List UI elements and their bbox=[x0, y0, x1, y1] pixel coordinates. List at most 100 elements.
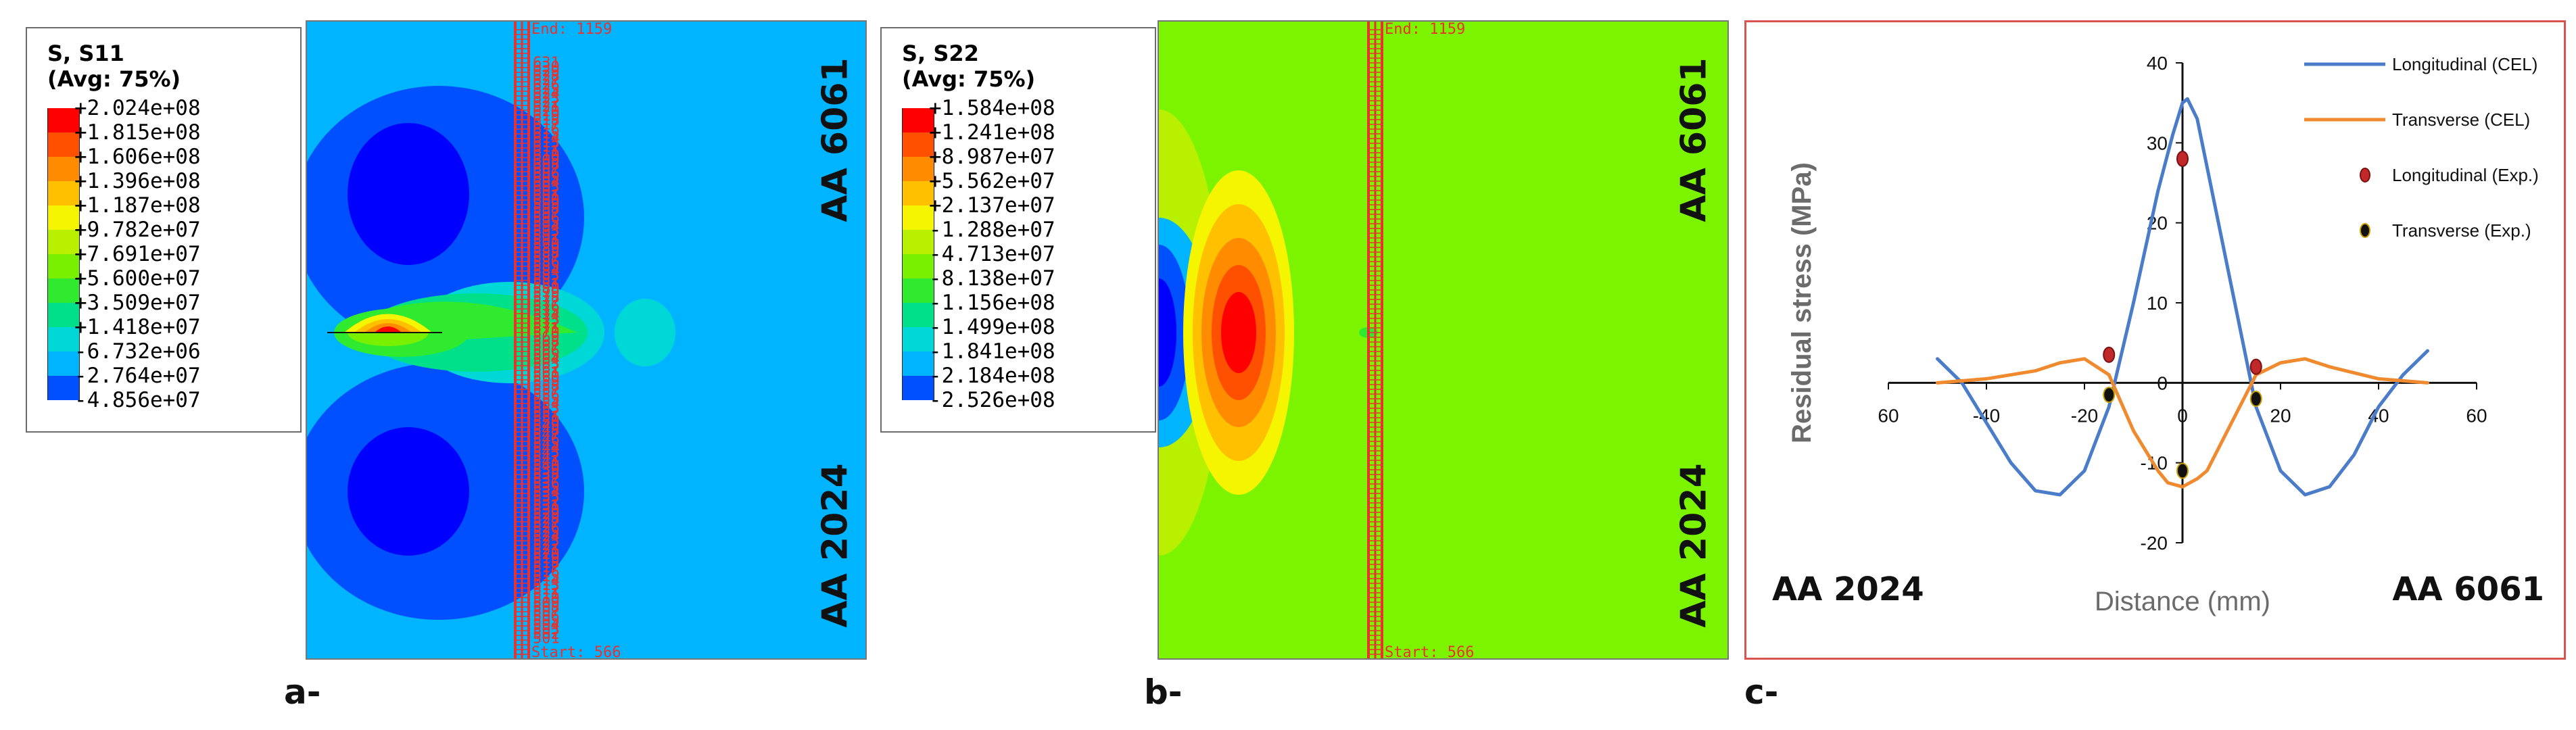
node-id-label: 550 bbox=[533, 414, 560, 431]
node-id-label: 616 bbox=[533, 121, 560, 138]
node-id-label: 508 bbox=[533, 600, 560, 616]
panel-label-b: b- bbox=[1144, 673, 1183, 712]
legend-value: +1.241e+08 bbox=[929, 120, 1055, 145]
legend-value: -2.764e+07 bbox=[74, 364, 201, 388]
node-id-label: 549 bbox=[533, 418, 560, 435]
node-id-label: 530 bbox=[533, 502, 560, 519]
legend-entry-label: Transverse (Exp.) bbox=[2392, 220, 2531, 241]
node-id-label: 586 bbox=[533, 254, 560, 271]
node-id-label: 520 bbox=[533, 546, 560, 563]
node-id-label: 504 bbox=[533, 617, 560, 634]
node-id-label: 617 bbox=[533, 117, 560, 134]
node-id-label: 572 bbox=[533, 316, 560, 333]
legend-swatch bbox=[902, 278, 934, 303]
node-id-label: 562 bbox=[533, 360, 560, 377]
y-tick-label: 30 bbox=[2147, 132, 2168, 153]
y-tick-label: 0 bbox=[2157, 372, 2168, 393]
x-tick-label: 20 bbox=[2270, 405, 2291, 426]
node-id-label: 603 bbox=[533, 178, 560, 195]
node-id-label: 587 bbox=[533, 249, 560, 266]
node-id-label: 543 bbox=[533, 444, 560, 461]
node-id-label: 574 bbox=[533, 307, 560, 324]
panel-label-a: a- bbox=[284, 673, 321, 712]
legend-swatch bbox=[902, 327, 934, 351]
legend-value: -8.138e+07 bbox=[929, 266, 1055, 291]
node-id-label: 626 bbox=[533, 77, 560, 94]
legend-value: +1.418e+07 bbox=[74, 315, 201, 339]
node-id-label: 584 bbox=[533, 263, 560, 280]
legend-value: -6.732e+06 bbox=[74, 339, 201, 364]
legend-value: +3.509e+07 bbox=[74, 291, 201, 315]
node-end-label: End: 1159 bbox=[531, 22, 612, 38]
node-end-label: End: 1159 bbox=[1385, 22, 1465, 38]
node-id-label: 608 bbox=[533, 157, 560, 174]
alloy-label-top-a: AA 6061 bbox=[815, 57, 856, 222]
node-id-label: 619 bbox=[533, 108, 560, 125]
node-id-label: 548 bbox=[533, 422, 560, 439]
node-id-label: 605 bbox=[533, 170, 560, 187]
node-id-label: 625 bbox=[533, 81, 560, 98]
alloy-label-top-b: AA 6061 bbox=[1673, 57, 1715, 222]
legend-value: +9.782e+07 bbox=[74, 218, 201, 242]
legend-value: -4.713e+07 bbox=[929, 242, 1055, 266]
legend-swatch bbox=[902, 376, 934, 400]
legend-value: +1.606e+08 bbox=[74, 145, 201, 169]
node-id-label: 561 bbox=[533, 365, 560, 382]
node-id-label: 575 bbox=[533, 303, 560, 320]
node-id-label: 580 bbox=[533, 281, 560, 297]
node-id-label: 614 bbox=[533, 130, 560, 147]
node-id-label: 556 bbox=[533, 387, 560, 404]
node-id-label: 612 bbox=[533, 139, 560, 155]
node-id-label: 596 bbox=[533, 210, 560, 226]
node-id-label: 599 bbox=[533, 197, 560, 214]
node-id-label: 615 bbox=[533, 126, 560, 143]
legend-swatch bbox=[47, 376, 80, 400]
node-id-label: 591 bbox=[533, 232, 560, 249]
contour-plot-s11: End: 1159 Start: 566 631 630 629 628 627 626 625… bbox=[306, 20, 867, 660]
legend-value: +5.600e+07 bbox=[74, 266, 201, 291]
node-id-label: 517 bbox=[533, 560, 560, 577]
legend-swatch bbox=[47, 181, 80, 205]
node-id-label: 606 bbox=[533, 166, 560, 182]
node-id-label: 503 bbox=[533, 621, 560, 638]
legend-swatch bbox=[902, 205, 934, 230]
legend-title-s22: S, S22 (Avg: 75%) bbox=[902, 41, 1035, 92]
x-tick-label: 60 bbox=[2466, 405, 2487, 426]
legend-swatch bbox=[902, 230, 934, 254]
node-id-label: 539 bbox=[533, 462, 560, 479]
legend-swatch bbox=[902, 181, 934, 205]
node-id-label: 545 bbox=[533, 435, 560, 452]
series-point bbox=[2249, 391, 2262, 407]
series-point bbox=[2176, 151, 2189, 167]
legend-value: +8.987e+07 bbox=[929, 145, 1055, 169]
node-id-label: 518 bbox=[533, 555, 560, 572]
legend-swatch bbox=[902, 132, 934, 157]
legend-title-line1: S, S22 bbox=[902, 41, 979, 66]
series-point bbox=[2103, 346, 2116, 363]
node-id-label: 512 bbox=[533, 581, 560, 598]
node-id-label: 631 bbox=[533, 55, 560, 72]
series-point bbox=[2249, 358, 2262, 375]
node-id-label: 546 bbox=[533, 431, 560, 448]
node-id-label: 527 bbox=[533, 515, 560, 532]
node-id-label: 573 bbox=[533, 312, 560, 328]
legend-title-line2: (Avg: 75%) bbox=[47, 66, 181, 92]
x-tick-label: 0 bbox=[2177, 405, 2188, 426]
legend-value: +2.024e+08 bbox=[74, 96, 201, 120]
series-point bbox=[2103, 387, 2116, 404]
node-id-label: 532 bbox=[533, 493, 560, 510]
legend-title-s11: S, S11 (Avg: 75%) bbox=[47, 41, 181, 92]
node-id-label: 583 bbox=[533, 267, 560, 284]
x-tick-label: 60 bbox=[1878, 405, 1899, 426]
node-id-label: 555 bbox=[533, 391, 560, 408]
node-id-label: 538 bbox=[533, 466, 560, 483]
node-id-label: 602 bbox=[533, 183, 560, 200]
y-axis-label: Residual stress (MPa) bbox=[1787, 162, 1817, 443]
series-line bbox=[1936, 357, 2429, 489]
legend-swatch bbox=[47, 327, 80, 351]
legend-point-marker bbox=[2360, 223, 2370, 238]
node-id-label: 577 bbox=[533, 294, 560, 311]
node-id-label: 589 bbox=[533, 241, 560, 258]
node-id-label: 569 bbox=[533, 329, 560, 346]
